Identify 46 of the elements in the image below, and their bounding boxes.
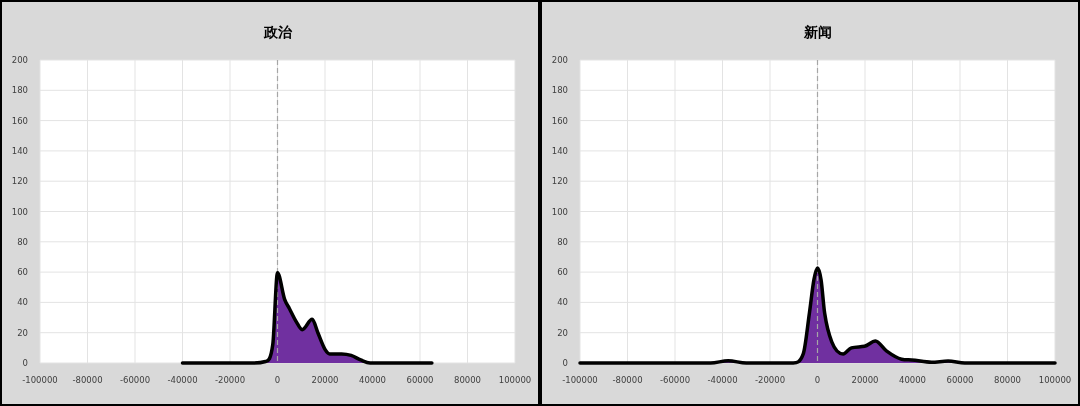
- y-tick-label: 20: [17, 327, 28, 338]
- y-tick-label: 180: [11, 85, 28, 96]
- y-tick-label: 100: [551, 206, 568, 217]
- y-tick-label: 180: [551, 85, 568, 96]
- x-tick-label: 20000: [311, 375, 339, 385]
- y-tick-label: 120: [11, 176, 28, 187]
- x-tick-label: 40000: [898, 375, 927, 385]
- y-tick-label: 160: [11, 115, 28, 126]
- chart-title: 政治: [262, 24, 293, 40]
- x-tick-label: -60000: [659, 375, 691, 385]
- x-tick-label: -100000: [22, 375, 58, 385]
- x-tick-label: -100000: [562, 375, 598, 385]
- x-tick-label: 60000: [406, 375, 434, 385]
- y-tick-label: 200: [11, 55, 28, 65]
- x-tick-label: 0: [274, 375, 281, 385]
- x-tick-label: -20000: [754, 375, 786, 385]
- y-tick-label: 200: [551, 55, 568, 65]
- x-tick-label: 60000: [946, 375, 974, 385]
- y-tick-label: 80: [557, 236, 568, 247]
- x-tick-label: 80000: [453, 375, 482, 385]
- x-tick-label: -20000: [214, 375, 246, 385]
- y-tick-label: 100: [11, 206, 28, 217]
- y-tick-label: 0: [22, 358, 28, 368]
- x-tick-label: -80000: [72, 375, 103, 385]
- y-tick-label: 40: [557, 297, 568, 308]
- y-tick-label: 20: [557, 327, 568, 338]
- x-tick-label: 20000: [851, 375, 879, 385]
- x-tick-label: -40000: [167, 375, 198, 385]
- x-tick-label: -80000: [612, 375, 643, 385]
- x-tick-label: -40000: [707, 375, 738, 385]
- y-tick-label: 0: [562, 358, 568, 368]
- chart-title: 新闻: [802, 24, 832, 40]
- y-tick-label: 40: [17, 297, 28, 308]
- y-tick-label: 140: [11, 145, 28, 156]
- y-tick-label: 160: [551, 115, 568, 126]
- x-tick-label: 80000: [993, 375, 1022, 385]
- x-tick-label: 0: [814, 375, 821, 385]
- x-tick-label: 40000: [358, 375, 387, 385]
- y-tick-label: 120: [551, 176, 568, 187]
- y-tick-label: 140: [551, 145, 568, 156]
- y-tick-label: 60: [17, 267, 28, 278]
- y-tick-label: 80: [17, 236, 28, 247]
- x-tick-label: -60000: [119, 375, 151, 385]
- y-tick-label: 60: [557, 267, 568, 278]
- x-tick-label: 100000: [1038, 375, 1072, 385]
- x-tick-label: 100000: [498, 375, 532, 385]
